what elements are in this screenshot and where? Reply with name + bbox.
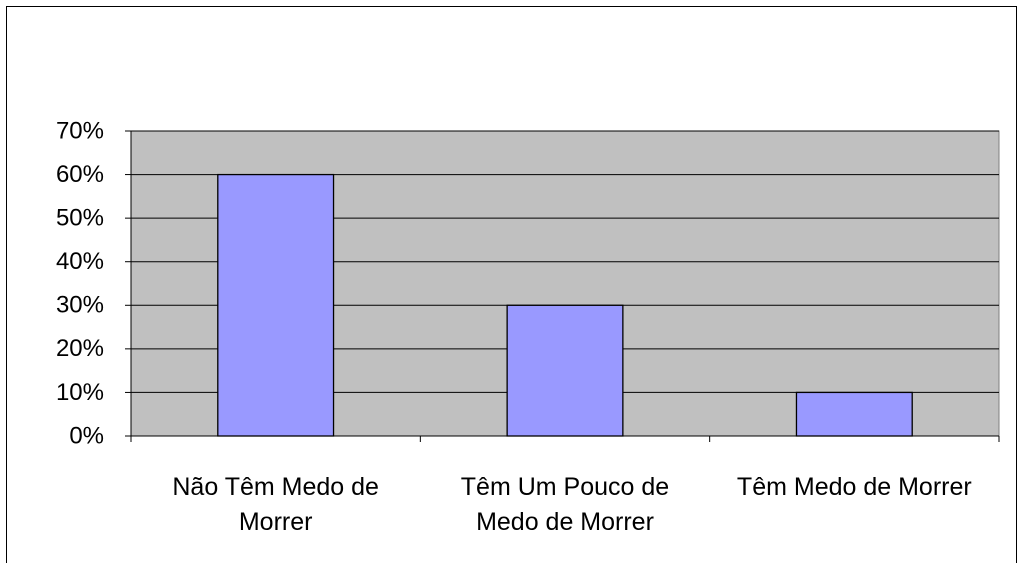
y-tick-label: 30% <box>56 292 104 319</box>
y-tick-label: 0% <box>69 422 104 449</box>
y-tick-label: 10% <box>56 379 104 406</box>
chart-frame <box>6 6 1017 563</box>
y-tick-label: 60% <box>56 161 104 188</box>
x-tick-label: Têm Medo de Morrer <box>736 473 972 501</box>
y-tick-label: 70% <box>56 117 104 144</box>
y-tick-label: 40% <box>56 248 104 275</box>
y-tick-label: 50% <box>56 204 104 231</box>
bar <box>506 304 624 437</box>
bar <box>217 173 335 437</box>
bar <box>795 391 913 437</box>
x-tick-label: Não Têm Medo de Morrer <box>172 473 379 536</box>
x-tick-label: Têm Um Pouco de Medo de Morrer <box>460 473 670 536</box>
y-tick-label: 20% <box>56 335 104 362</box>
